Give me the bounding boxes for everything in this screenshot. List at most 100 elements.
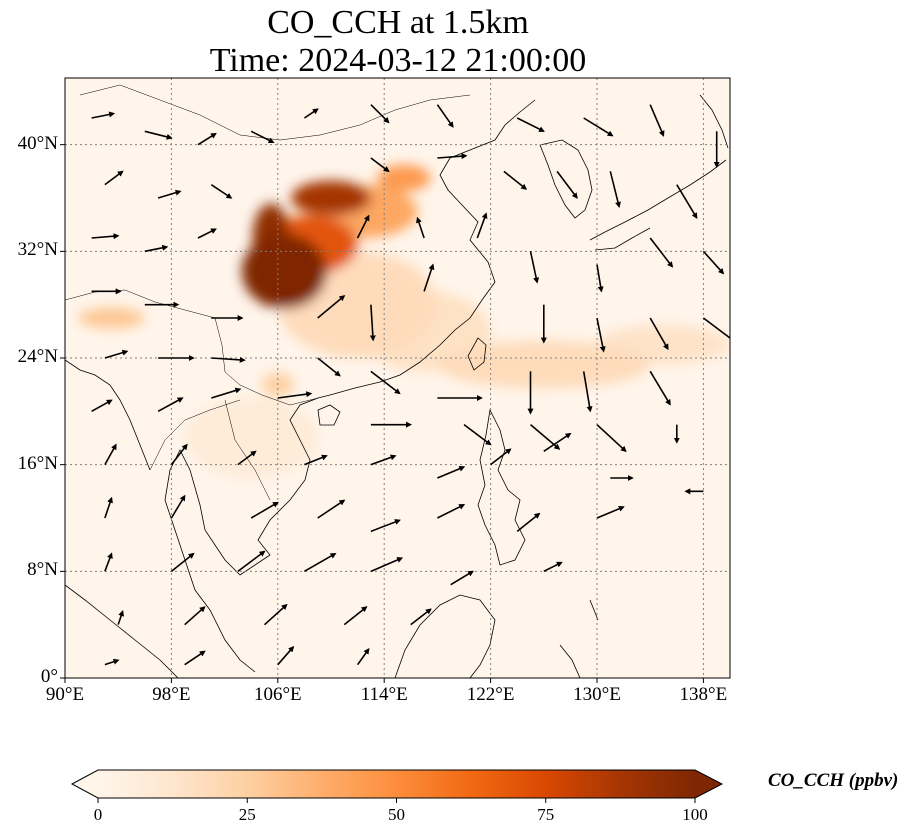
concentration-patch-10: [291, 180, 371, 216]
wind-vector-39: [702, 317, 730, 339]
wind-vector-14: [370, 157, 390, 173]
wind-vector-52: [277, 391, 313, 399]
lat-label: 16°N: [17, 452, 58, 474]
wind-vector-21: [144, 244, 169, 253]
wind-vector-81: [450, 570, 474, 586]
wind-vector-90: [277, 645, 295, 666]
concentration-patch-0: [184, 398, 318, 478]
border-himalaya: [65, 289, 216, 319]
wind-vector-28: [649, 237, 674, 268]
colorbar-title: CO_CCH (ppbv): [768, 770, 899, 791]
lon-label: 122°E: [466, 684, 515, 705]
wind-vector-48: [649, 370, 671, 406]
concentration-patch-8: [377, 164, 431, 192]
wind-vector-83: [117, 610, 125, 625]
wind-vector-51: [211, 387, 242, 399]
coastline-japan: [589, 94, 729, 251]
border-indochina-internal: [149, 399, 271, 501]
lon-label: 130°E: [573, 684, 621, 705]
wind-vector-77: [170, 552, 195, 572]
wind-vector-23: [356, 214, 370, 239]
wind-vector-49: [91, 399, 113, 413]
colorbar-tick-label: 50: [388, 805, 405, 824]
wind-vector-70: [250, 501, 279, 519]
wind-vector-72: [370, 519, 401, 533]
wind-vector-82: [543, 561, 563, 573]
coastline-china-east: [317, 99, 536, 399]
concentration-field: [78, 164, 730, 478]
wind-vector-85: [263, 603, 288, 626]
coastline-sumatra: [65, 584, 179, 678]
wind-vector-58: [104, 443, 117, 466]
wind-vector-4: [303, 108, 319, 119]
wind-vector-88: [104, 658, 120, 666]
lon-label: 90°E: [45, 684, 85, 705]
wind-vectors: [91, 104, 730, 666]
wind-vector-26: [529, 251, 540, 284]
wind-vector-65: [543, 432, 572, 452]
wind-vector-62: [370, 454, 397, 466]
colorbar-tick-label: 0: [93, 805, 103, 824]
wind-vector-33: [317, 295, 346, 319]
colorbar-max-extension: [695, 770, 722, 798]
wind-vector-19: [676, 184, 698, 219]
wind-vector-56: [596, 424, 627, 453]
wind-vector-2: [197, 132, 217, 146]
colorbar-ticks: [97, 798, 696, 803]
wind-vector-15: [437, 153, 468, 160]
coastlines: [65, 94, 729, 678]
wind-vector-38: [649, 317, 669, 351]
coastline-borneo: [394, 594, 496, 678]
lat-label: 0°: [40, 666, 58, 687]
coastline-taiwan: [467, 337, 487, 371]
wind-vector-60: [237, 450, 257, 466]
wind-vector-8: [583, 117, 614, 137]
wind-vector-27: [596, 264, 604, 293]
lat-label: 32°N: [17, 239, 58, 261]
coastline-philippines: [477, 408, 526, 566]
colorbar-body: [98, 770, 695, 798]
wind-vector-29: [702, 250, 725, 275]
wind-vector-86: [343, 606, 368, 626]
wind-vector-25: [476, 212, 488, 239]
axis-ticks: [60, 144, 704, 683]
wind-vector-24: [416, 216, 425, 239]
map-title: CO_CCH at 1.5km: [267, 4, 529, 41]
wind-vector-69: [170, 494, 186, 519]
wind-vector-87: [410, 608, 432, 626]
country-borders: [65, 84, 471, 501]
wind-vector-76: [104, 552, 113, 572]
concentration-patch-6: [78, 307, 145, 329]
wind-vector-0: [91, 111, 116, 119]
border-mongolia: [79, 84, 471, 141]
wind-vector-16: [503, 170, 528, 190]
wind-vector-71: [317, 499, 346, 519]
wind-vector-59: [170, 443, 188, 466]
wind-vector-6: [436, 104, 454, 128]
wind-vector-79: [304, 552, 337, 573]
wind-vector-63: [437, 465, 466, 479]
wind-vector-91: [356, 648, 370, 666]
wind-vector-68: [104, 496, 113, 519]
coastline-indochina: [164, 397, 319, 673]
wind-vector-50: [157, 397, 184, 413]
wind-vector-74: [516, 512, 541, 532]
plot-area: [64, 77, 731, 679]
concentration-patch-12: [241, 234, 328, 309]
lon-label: 98°E: [152, 684, 191, 705]
colorbar-min-extension: [72, 770, 98, 798]
wind-vector-42: [211, 356, 246, 363]
wind-vector-44: [370, 370, 401, 395]
wind-vector-40: [104, 349, 129, 359]
wind-vector-75: [596, 505, 625, 519]
wind-vector-37: [596, 317, 606, 353]
wind-vector-13: [210, 184, 233, 199]
coastline-korea: [539, 139, 593, 219]
wind-vector-47: [582, 371, 593, 413]
border-china-indochina: [214, 317, 319, 406]
colorbar: [70, 769, 724, 803]
wind-vector-18: [609, 171, 621, 208]
wind-vector-54: [463, 424, 492, 446]
wind-vector-11: [104, 170, 124, 186]
